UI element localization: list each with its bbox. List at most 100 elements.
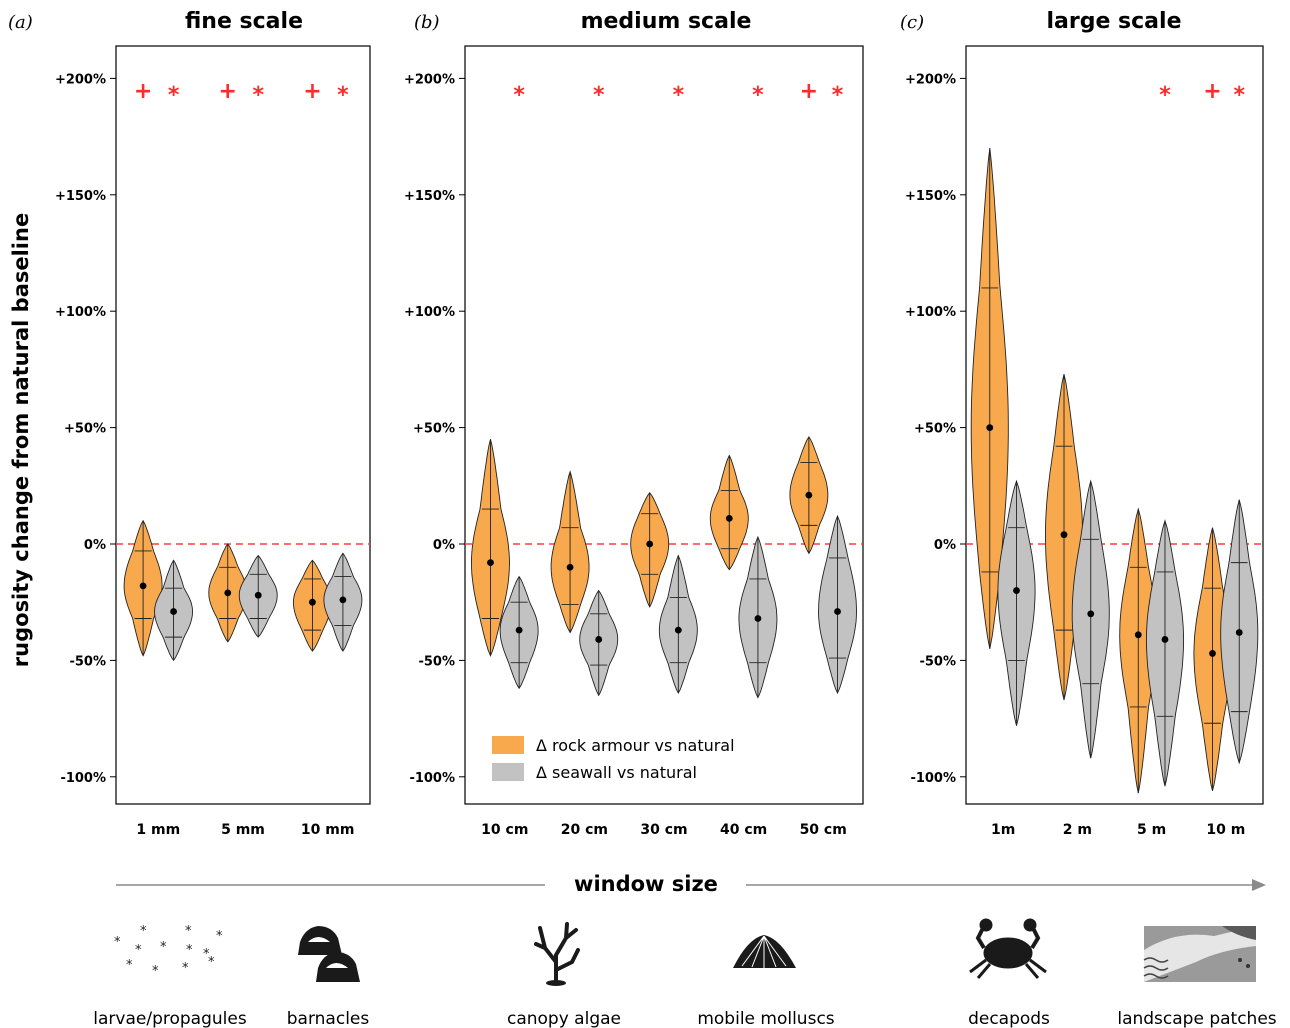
panel-fine-scale: +200% +150% +100% +50% 0% -50% -100% + * 1 mm + * 5 …	[55, 45, 371, 838]
y-tick-label: +150%	[55, 189, 106, 204]
median-point	[834, 608, 841, 615]
y-tick-label: 0%	[433, 538, 455, 553]
median-point	[254, 591, 262, 599]
decapods-icon	[969, 918, 1047, 979]
barnacles-icon	[298, 926, 360, 982]
median-point	[566, 563, 574, 571]
icon-label-larvae: larvae/propagules	[93, 1009, 247, 1028]
y-tick-label: +50%	[914, 422, 956, 437]
median-point	[1161, 636, 1169, 643]
plot-frame	[464, 45, 864, 805]
median-point	[1013, 587, 1020, 594]
y-axis-label: rugosity change from natural baseline	[9, 213, 33, 667]
svg-text:*: *	[182, 961, 189, 976]
y-tick-label: -100%	[409, 771, 455, 786]
plot-frame	[115, 45, 371, 805]
median-point	[805, 491, 813, 499]
significance-mark: *	[513, 83, 525, 108]
median-point	[1087, 610, 1095, 618]
canopy-algae-icon	[534, 922, 580, 986]
y-tick-label: +100%	[905, 305, 956, 320]
panel-c-letter: (c)	[900, 12, 924, 33]
y-tick-label: -50%	[69, 654, 106, 669]
median-point	[1235, 629, 1243, 636]
x-tick-label: 20 cm	[561, 822, 608, 838]
y-tick-label: +150%	[905, 189, 956, 204]
x-tick-label: 5 mm	[221, 822, 265, 838]
y-tick-label: -100%	[60, 771, 106, 786]
legend-swatch-rock-armour	[492, 736, 524, 754]
median-point	[754, 615, 762, 622]
arrow-head	[1252, 879, 1266, 891]
significance-mark: +	[219, 79, 237, 104]
icon-label-barnacles: barnacles	[287, 1009, 370, 1028]
icon-label-landscape: landscape patches	[1117, 1009, 1276, 1028]
panel-a-letter: (a)	[8, 12, 33, 33]
mobile-molluscs-icon	[733, 935, 796, 968]
larvae-propagules-icon: * ** *** * ** * * *	[114, 924, 223, 979]
x-tick-label: 2 m	[1063, 822, 1092, 838]
panel-medium-scale: +200% +150% +100% +50% 0% -50% -100% * 10 cm * 20 …	[404, 45, 864, 838]
median-point	[170, 608, 177, 615]
x-tick-label: 10 m	[1206, 822, 1245, 838]
median-point	[595, 636, 603, 643]
significance-mark: *	[168, 83, 180, 108]
x-tick-label: 50 cm	[800, 822, 847, 838]
svg-text:*: *	[185, 924, 192, 939]
icon-label-canopy-algae: canopy algae	[507, 1009, 621, 1028]
svg-text:*: *	[216, 929, 223, 944]
significance-mark: +	[303, 79, 321, 104]
svg-text:*: *	[135, 943, 142, 958]
significance-mark: *	[252, 83, 264, 108]
significance-mark: *	[593, 83, 605, 108]
plot-frame	[965, 45, 1264, 805]
median-point	[309, 598, 316, 606]
panel-large-scale: +200% +150% +100% +50% 0% -50% -100% 1m 2 m * 5 m +…	[905, 45, 1264, 838]
svg-text:*: *	[208, 955, 215, 970]
svg-text:*: *	[126, 958, 133, 973]
median-point	[646, 540, 654, 548]
landscape-patches-icon	[1143, 926, 1256, 982]
y-tick-label: +150%	[404, 189, 455, 204]
x-tick-label: 30 cm	[640, 822, 687, 838]
svg-text:*: *	[203, 947, 210, 962]
median-point	[1134, 631, 1142, 639]
y-tick-label: +200%	[905, 72, 956, 87]
svg-text:*: *	[140, 924, 147, 939]
median-point	[1060, 531, 1068, 539]
legend-label-rock-armour: Δ rock armour vs natural	[536, 736, 735, 755]
significance-mark: *	[337, 83, 349, 108]
legend-swatch-seawall	[492, 763, 524, 781]
median-point	[139, 582, 147, 590]
significance-mark: +	[800, 79, 818, 104]
y-tick-label: +100%	[404, 305, 455, 320]
y-tick-label: +200%	[404, 72, 455, 87]
significance-mark: *	[752, 83, 764, 108]
significance-mark: *	[832, 83, 844, 108]
x-tick-label: 1 mm	[136, 822, 180, 838]
svg-text:*: *	[186, 943, 193, 958]
significance-mark: *	[1159, 83, 1171, 108]
median-point	[339, 596, 347, 604]
x-tick-label: 10 mm	[301, 822, 355, 838]
y-tick-label: -50%	[418, 654, 455, 669]
y-tick-label: 0%	[84, 538, 106, 553]
x-tick-label: 1m	[991, 822, 1015, 838]
legend: Δ rock armour vs natural Δ seawall vs na…	[492, 736, 735, 782]
median-point	[1209, 650, 1216, 657]
median-point	[515, 626, 523, 634]
significance-mark: *	[1233, 83, 1245, 108]
y-tick-label: -50%	[919, 654, 956, 669]
median-point	[725, 514, 733, 522]
y-tick-label: +100%	[55, 305, 106, 320]
significance-mark: +	[1203, 79, 1221, 104]
median-point	[986, 424, 994, 431]
significance-mark: *	[673, 83, 685, 108]
svg-text:*: *	[152, 964, 159, 979]
panel-c-title: large scale	[1046, 9, 1181, 34]
x-tick-label: 5 m	[1137, 822, 1166, 838]
y-tick-label: +200%	[55, 72, 106, 87]
svg-text:*: *	[160, 940, 167, 955]
panel-b-letter: (b)	[414, 12, 440, 33]
